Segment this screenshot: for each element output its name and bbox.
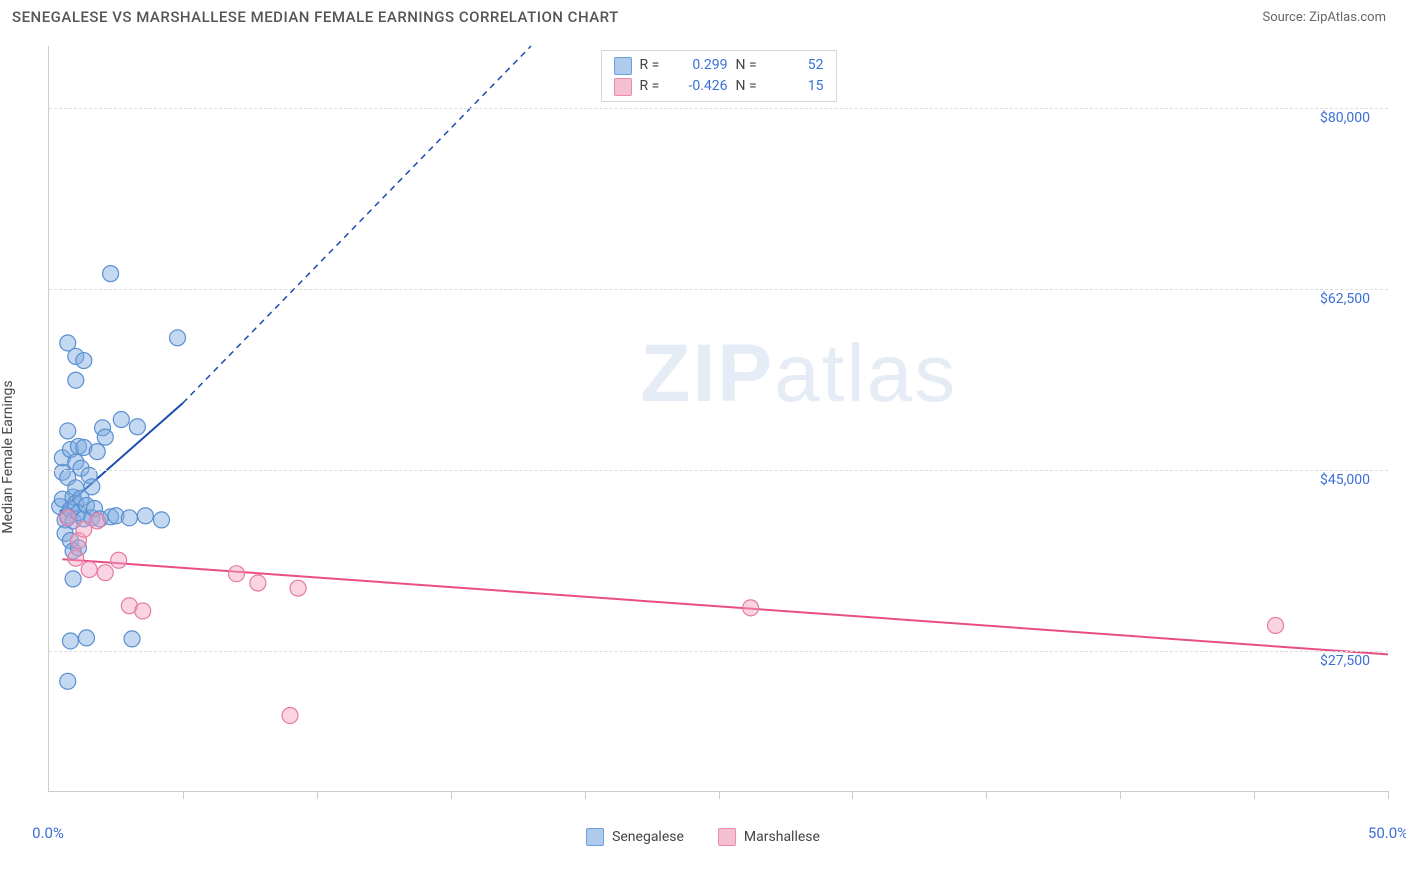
data-point-senegalese <box>124 631 140 647</box>
gridline <box>49 108 1388 109</box>
data-point-marshallese <box>1268 617 1284 633</box>
data-point-senegalese <box>137 508 153 524</box>
data-point-marshallese <box>97 565 113 581</box>
data-point-senegalese <box>97 429 113 445</box>
x-tick <box>852 791 853 799</box>
data-point-senegalese <box>129 419 145 435</box>
data-point-senegalese <box>103 266 119 282</box>
data-point-senegalese <box>113 412 129 428</box>
plot-area: ZIPatlas R = 0.299 N = 52 R = -0.426 N =… <box>48 46 1388 792</box>
trend-line-senegalese-extrap <box>183 46 531 403</box>
data-point-marshallese <box>282 707 298 723</box>
y-tick-label: $27,500 <box>1310 653 1370 669</box>
x-tick <box>986 791 987 799</box>
data-point-senegalese <box>62 633 78 649</box>
data-point-marshallese <box>290 580 306 596</box>
chart-header: SENEGALESE VS MARSHALLESE MEDIAN FEMALE … <box>0 0 1406 34</box>
trend-line-marshallese <box>62 559 1388 654</box>
gridline <box>49 651 1388 652</box>
gridline <box>49 470 1388 471</box>
data-point-marshallese <box>743 600 759 616</box>
x-axis-max-label: 50.0% <box>1368 824 1406 842</box>
y-tick-label: $62,500 <box>1310 291 1370 307</box>
data-point-marshallese <box>81 562 97 578</box>
x-tick <box>451 791 452 799</box>
data-point-senegalese <box>76 353 92 369</box>
data-point-senegalese <box>84 479 100 495</box>
data-point-marshallese <box>68 550 84 566</box>
y-axis-label: Median Female Earnings <box>0 380 16 533</box>
data-point-senegalese <box>121 510 137 526</box>
chart-source: Source: ZipAtlas.com <box>1262 10 1386 25</box>
x-tick <box>1388 791 1389 799</box>
y-tick-label: $80,000 <box>1310 110 1370 126</box>
chart-container: Median Female Earnings ZIPatlas R = 0.29… <box>0 34 1406 864</box>
legend-swatch-pink <box>718 828 736 846</box>
data-point-senegalese <box>60 673 76 689</box>
gridline <box>49 289 1388 290</box>
data-point-senegalese <box>78 630 94 646</box>
data-point-marshallese <box>228 566 244 582</box>
legend-item: Senegalese <box>586 828 684 846</box>
data-point-marshallese <box>250 575 266 591</box>
series-legend: Senegalese Marshallese <box>586 828 820 846</box>
legend-item: Marshallese <box>718 828 820 846</box>
x-tick <box>585 791 586 799</box>
x-tick <box>1254 791 1255 799</box>
data-point-senegalese <box>170 330 186 346</box>
data-point-marshallese <box>60 510 76 526</box>
data-point-senegalese <box>68 372 84 388</box>
plot-svg <box>49 46 1388 791</box>
x-tick <box>1120 791 1121 799</box>
legend-label: Marshallese <box>744 829 820 845</box>
data-point-senegalese <box>89 444 105 460</box>
y-tick-label: $45,000 <box>1310 472 1370 488</box>
x-tick <box>317 791 318 799</box>
data-point-marshallese <box>89 513 105 529</box>
data-point-senegalese <box>153 512 169 528</box>
data-point-senegalese <box>60 335 76 351</box>
data-point-marshallese <box>135 603 151 619</box>
data-point-senegalese <box>65 571 81 587</box>
data-point-senegalese <box>60 423 76 439</box>
chart-title: SENEGALESE VS MARSHALLESE MEDIAN FEMALE … <box>12 8 619 26</box>
x-axis-min-label: 0.0% <box>32 824 64 842</box>
data-point-marshallese <box>111 552 127 568</box>
legend-swatch-blue <box>586 828 604 846</box>
legend-label: Senegalese <box>612 829 684 845</box>
x-tick <box>719 791 720 799</box>
x-tick <box>183 791 184 799</box>
